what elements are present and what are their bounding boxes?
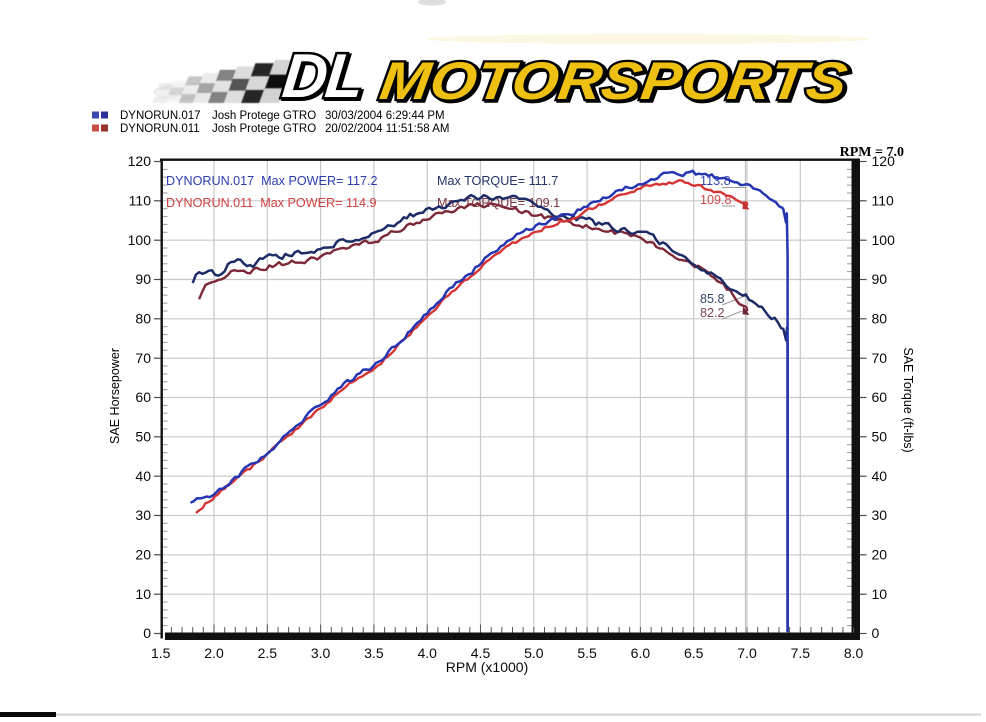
svg-text:7.0: 7.0 (737, 645, 757, 661)
svg-text:70: 70 (135, 350, 151, 366)
svg-text:80: 80 (135, 310, 151, 326)
svg-text:4.0: 4.0 (417, 645, 437, 661)
svg-text:6.0: 6.0 (631, 645, 651, 661)
svg-text:113.8: 113.8 (700, 174, 731, 188)
svg-text:110: 110 (129, 192, 152, 208)
svg-text:Max TORQUE= 111.7: Max TORQUE= 111.7 (437, 174, 558, 188)
svg-text:90: 90 (135, 271, 151, 287)
svg-text:100: 100 (872, 232, 896, 248)
svg-text:0: 0 (872, 625, 880, 641)
svg-text:RPM = 7.0: RPM = 7.0 (840, 145, 904, 160)
svg-text:109.8: 109.8 (700, 193, 732, 207)
svg-text:3.5: 3.5 (364, 645, 384, 661)
svg-text:4.5: 4.5 (471, 645, 491, 661)
svg-text:SAE Torque (ft-lbs): SAE Torque (ft-lbs) (901, 347, 915, 452)
svg-text:20: 20 (872, 546, 888, 562)
svg-text:82.2: 82.2 (700, 306, 725, 320)
svg-text:DYNORUN.011 Max POWER= 114.9: DYNORUN.011 Max POWER= 114.9 (166, 196, 377, 210)
svg-text:10: 10 (135, 586, 151, 602)
svg-text:60: 60 (872, 389, 888, 405)
svg-text:80: 80 (872, 310, 888, 326)
svg-text:40: 40 (872, 468, 888, 484)
svg-text:DYNORUN.017 Max POWER= 117.2: DYNORUN.017 Max POWER= 117.2 (166, 174, 377, 188)
svg-text:60: 60 (135, 389, 151, 405)
svg-text:120: 120 (128, 153, 152, 169)
svg-text:1.5: 1.5 (151, 645, 171, 661)
svg-text:90: 90 (872, 271, 888, 287)
svg-text:50: 50 (872, 428, 888, 444)
svg-text:5.0: 5.0 (524, 645, 544, 661)
svg-text:100: 100 (128, 232, 152, 248)
svg-text:110: 110 (872, 192, 895, 208)
svg-text:0: 0 (143, 625, 151, 641)
svg-text:20: 20 (135, 546, 151, 562)
svg-text:2.0: 2.0 (204, 645, 224, 661)
svg-text:2.5: 2.5 (258, 645, 278, 661)
svg-text:MOTORSPORTS: MOTORSPORTS (376, 52, 850, 111)
svg-text:30: 30 (872, 507, 888, 523)
svg-text:8.0: 8.0 (844, 645, 864, 661)
svg-text:30: 30 (135, 507, 151, 523)
svg-text:6.5: 6.5 (684, 645, 704, 661)
svg-text:DL: DL (282, 44, 368, 113)
svg-text:10: 10 (872, 586, 888, 602)
svg-text:RPM (x1000): RPM (x1000) (446, 659, 528, 675)
svg-text:DL: DL (279, 42, 365, 111)
svg-text:SAE Horsepower: SAE Horsepower (108, 348, 122, 444)
svg-text:70: 70 (872, 350, 888, 366)
svg-text:120: 120 (872, 153, 896, 169)
svg-text:3.0: 3.0 (311, 645, 331, 661)
svg-text:7.5: 7.5 (791, 645, 811, 661)
svg-text:40: 40 (135, 468, 151, 484)
svg-text:85.8: 85.8 (700, 292, 725, 306)
svg-text:5.5: 5.5 (577, 645, 597, 661)
svg-text:50: 50 (135, 428, 151, 444)
svg-text:MOTORSPORTS: MOTORSPORTS (379, 54, 853, 113)
